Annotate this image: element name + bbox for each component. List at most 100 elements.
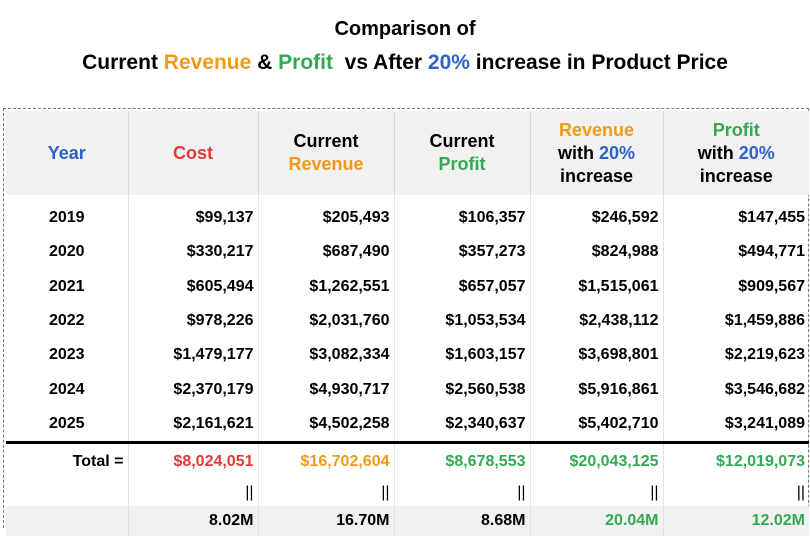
cell-current-profit: $106,357 <box>394 201 531 236</box>
header-row: Year Cost Current Revenue Current Profit… <box>6 111 809 195</box>
header-profit-20-with: with <box>697 142 739 163</box>
cell-current-revenue: $2,031,760 <box>258 303 395 339</box>
cell-current-revenue: $3,082,334 <box>258 338 395 373</box>
cell-profit-20: $1,459,886 <box>724 312 805 330</box>
table-row: 2021 $605,494 $1,262,551 $657,057 $1,515… <box>6 269 809 304</box>
millions-current-revenue: 16.70M <box>258 506 395 536</box>
table-row: 2020 $330,217 $687,490 $357,273 $824,988… <box>6 235 809 270</box>
cell-profit-20: $3,241,089 <box>724 414 805 432</box>
cell-year: 2019 <box>6 201 129 236</box>
cell-cost: $605,494 <box>128 269 259 304</box>
equals-mark-revenue-20: || <box>530 480 664 507</box>
cell-cost: $99,137 <box>128 201 259 236</box>
header-current-profit: Current Profit <box>394 111 531 195</box>
millions-cost: 8.02M <box>128 506 259 536</box>
cell-current-profit: $1,053,534 <box>394 303 531 339</box>
title-profit: Profit <box>278 51 333 74</box>
cell-profit-20: $147,455 <box>738 209 805 227</box>
millions-profit-20: 12.02M <box>663 506 809 536</box>
cell-revenue-20: $5,916,861 <box>530 372 664 407</box>
chart-title: Comparison of Current Revenue & Profit v… <box>0 14 810 80</box>
header-current-revenue: Current Revenue <box>258 111 395 195</box>
title-revenue: Revenue <box>163 51 252 74</box>
cell-current-revenue: $205,493 <box>258 201 395 236</box>
header-current-revenue-line2: Revenue <box>288 154 364 174</box>
table-row: 2019 $99,137 $205,493 $106,357 $246,592 … <box>6 201 809 236</box>
cell-year: 2020 <box>6 235 129 270</box>
total-label: Total = <box>6 441 129 481</box>
table-row: 2023 $1,479,177 $3,082,334 $1,603,157 $3… <box>6 338 809 373</box>
cell-revenue-20: $5,402,710 <box>530 406 664 443</box>
total-current-profit: $8,678,553 <box>394 441 531 481</box>
header-revenue-20-with: with <box>557 142 599 163</box>
cell-revenue-20: $3,698,801 <box>530 338 664 373</box>
cell-year: 2024 <box>6 372 129 407</box>
header-revenue-20: Revenue with 20% increase <box>530 111 664 195</box>
table-row: 2022 $978,226 $2,031,760 $1,053,534 $2,4… <box>6 303 809 339</box>
total-profit-20: $12,019,073 <box>663 441 809 481</box>
header-profit-20-line2: with 20% <box>668 142 806 165</box>
title-line-2: Current Revenue & Profit vs After 20% in… <box>0 46 810 80</box>
cell-current-profit: $2,340,637 <box>394 406 531 443</box>
header-cost: Cost <box>128 111 259 195</box>
header-profit-20: Profit with 20% increase <box>663 111 809 195</box>
cell-current-revenue: $687,490 <box>258 235 395 270</box>
cell-current-revenue: $1,262,551 <box>258 269 395 304</box>
cell-year: 2022 <box>6 303 129 339</box>
cell-current-revenue: $4,930,717 <box>258 372 395 407</box>
total-current-revenue: $16,702,604 <box>258 441 395 481</box>
millions-revenue-20: 20.04M <box>530 506 664 536</box>
equals-mark-profit-20: || <box>796 484 805 502</box>
header-profit-20-line1: Profit <box>712 119 760 140</box>
title-line-1: Comparison of <box>334 18 476 40</box>
data-table: Year Cost Current Revenue Current Profit… <box>6 111 809 536</box>
cell-profit-20: $494,771 <box>738 243 805 261</box>
millions-row: 8.02M 16.70M 8.68M 20.04M 12.02M <box>6 506 809 536</box>
header-revenue-20-pct: 20% <box>598 142 636 163</box>
cell-cost: $2,161,621 <box>128 406 259 443</box>
total-cost: $8,024,051 <box>128 441 259 481</box>
cell-cost: $2,370,179 <box>128 372 259 407</box>
data-table-container: Year Cost Current Revenue Current Profit… <box>3 108 809 536</box>
cell-cost: $1,479,177 <box>128 338 259 373</box>
header-current-profit-line1: Current <box>429 131 495 151</box>
header-year: Year <box>6 111 129 195</box>
header-profit-20-pct: 20% <box>738 142 775 163</box>
header-revenue-20-line1: Revenue <box>558 119 635 140</box>
cell-revenue-20: $824,988 <box>530 235 664 270</box>
title-rest: increase in Product Price <box>469 51 728 74</box>
header-current-revenue-line1: Current <box>293 131 359 151</box>
equals-mark-cost: || <box>128 480 259 507</box>
cell-current-revenue: $4,502,258 <box>258 406 395 443</box>
title-amp: & <box>251 51 279 74</box>
cell-year: 2025 <box>6 406 129 443</box>
cell-revenue-20: $246,592 <box>530 201 664 236</box>
cell-current-profit: $2,560,538 <box>394 372 531 407</box>
equals-mark-revenue: || <box>258 480 395 507</box>
cell-cost: $978,226 <box>128 303 259 339</box>
cell-current-profit: $657,057 <box>394 269 531 304</box>
total-row: Total = $8,024,051 $16,702,604 $8,678,55… <box>6 441 809 481</box>
spacer-row <box>6 195 809 201</box>
header-profit-20-line3: increase <box>699 165 773 186</box>
cell-profit-20: $3,546,682 <box>724 380 805 398</box>
cell-revenue-20: $1,515,061 <box>530 269 664 304</box>
cell-revenue-20: $2,438,112 <box>530 303 664 339</box>
header-current-profit-line2: Profit <box>438 154 486 174</box>
cell-cost: $330,217 <box>128 235 259 270</box>
table-row: 2025 $2,161,621 $4,502,258 $2,340,637 $5… <box>6 406 809 443</box>
millions-current-profit: 8.68M <box>394 506 531 536</box>
cell-year: 2023 <box>6 338 129 373</box>
table-row: 2024 $2,370,179 $4,930,717 $2,560,538 $5… <box>6 372 809 407</box>
title-current: Current <box>82 51 164 74</box>
cell-current-profit: $357,273 <box>394 235 531 270</box>
header-revenue-20-line3: increase <box>559 165 634 186</box>
cell-profit-20: $909,567 <box>738 277 805 295</box>
header-revenue-20-line2: with 20% <box>535 142 659 165</box>
cell-profit-20: $2,219,623 <box>724 346 805 364</box>
cell-year: 2021 <box>6 269 129 304</box>
title-percent: 20% <box>427 51 470 74</box>
title-vs: vs After <box>333 51 428 74</box>
equals-mark-profit: || <box>394 480 531 507</box>
cell-current-profit: $1,603,157 <box>394 338 531 373</box>
